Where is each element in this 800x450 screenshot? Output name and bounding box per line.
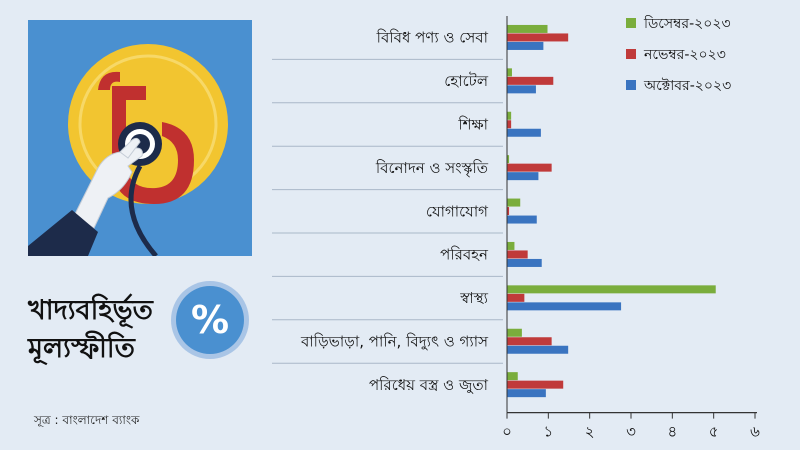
percent-badge: % xyxy=(176,286,244,354)
legend-label: নভেম্বর-২০২৩ xyxy=(643,47,726,63)
row-separators xyxy=(272,58,503,364)
taka-coin-stethoscope-icon xyxy=(28,44,228,256)
legend: ডিসেম্বর-২০২৩ নভেম্বর-২০২৩ অক্টোবর-২০২৩ xyxy=(626,15,731,94)
x-tick-label: ৫ xyxy=(709,423,719,441)
bar xyxy=(507,389,546,398)
bar-chart: বিবিধ পণ্য ও সেবা হোটেল শিক্ষা বিনোদন ও সংস… xyxy=(272,15,760,441)
category-label: শিক্ষা xyxy=(457,116,488,134)
legend-swatch xyxy=(626,49,636,59)
bar xyxy=(507,337,552,346)
legend-label: ডিসেম্বর-২০২৩ xyxy=(643,15,731,32)
legend-swatch xyxy=(626,80,636,90)
bar xyxy=(507,302,622,311)
bar xyxy=(507,128,541,137)
category-label: পরিবহন xyxy=(440,246,489,264)
legend-label: অক্টোবর-২০২৩ xyxy=(643,78,731,94)
bar xyxy=(507,33,569,42)
bar xyxy=(507,120,512,129)
bars xyxy=(507,24,716,398)
bar xyxy=(507,155,510,164)
bar xyxy=(507,250,528,259)
legend-swatch xyxy=(626,18,636,28)
category-label: যোগাযোগ xyxy=(426,202,489,220)
category-labels: বিবিধ পণ্য ও সেবা হোটেল শিক্ষা বিনোদন ও সংস… xyxy=(300,29,489,394)
headline-line-1: খাদ্যবহির্ভূত xyxy=(28,295,153,326)
bar xyxy=(507,111,512,120)
x-tick-label: ৪ xyxy=(667,423,677,441)
source-note: সূত্র : বাংলাদেশ ব্যাংক xyxy=(34,413,140,427)
headline-line-2: মূল্যস্ফীতি xyxy=(28,333,135,364)
bar xyxy=(507,241,515,250)
bar xyxy=(507,41,544,50)
x-axis: ০ ১ ২ ৩ ৪ ৫ ৬ xyxy=(502,16,760,441)
headline: খাদ্যবহির্ভূত মূল্যস্ফীতি xyxy=(28,292,153,368)
bar xyxy=(507,172,539,181)
x-tick-label: ২ xyxy=(585,423,595,441)
bar xyxy=(507,68,512,77)
bar xyxy=(507,380,564,389)
category-label: হোটেল xyxy=(444,72,489,90)
bar xyxy=(507,372,518,381)
bar xyxy=(507,198,521,207)
bar xyxy=(507,215,537,224)
category-label: বিনোদন ও সংস্কৃতি xyxy=(375,159,489,178)
x-tick-label: ১ xyxy=(543,423,553,441)
bar xyxy=(507,207,510,216)
x-tick-label: ৬ xyxy=(750,423,760,441)
bar xyxy=(507,76,554,85)
bar xyxy=(507,85,536,94)
bar xyxy=(507,258,542,267)
bar xyxy=(507,328,522,337)
percent-icon: % xyxy=(190,298,230,342)
category-label: বিবিধ পণ্য ও সেবা xyxy=(376,29,489,47)
x-tick-label: ৩ xyxy=(626,423,636,441)
illustration-panel xyxy=(28,20,252,256)
category-label: পরিধেয় বস্ত্র ও জুতা xyxy=(369,376,489,394)
bar xyxy=(507,345,569,354)
category-label: স্বাস্থ্য xyxy=(459,289,488,307)
x-tick-label: ০ xyxy=(502,423,512,441)
bar xyxy=(507,24,548,33)
bar xyxy=(507,285,716,294)
category-label: বাড়িভাড়া, পানি, বিদ্যুৎ ও গ্যাস xyxy=(300,333,489,351)
bar xyxy=(507,163,552,172)
bar xyxy=(507,293,525,302)
